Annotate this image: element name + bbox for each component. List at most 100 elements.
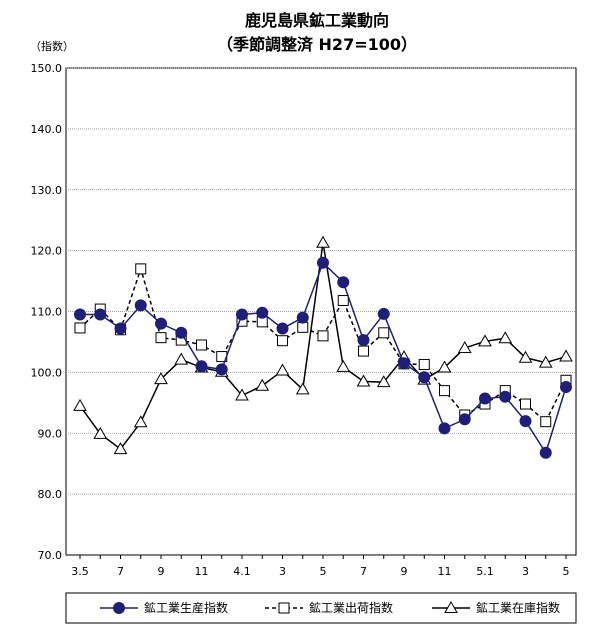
data-point — [478, 334, 492, 347]
y-tick-label: 120.0 — [31, 245, 63, 258]
series-1 — [74, 256, 572, 459]
x-axis: 3.5 7 9 11 4.1 3 5 7 9 11 5.1 3 5 — [71, 555, 570, 578]
data-point — [134, 299, 147, 312]
x-tick-label: 11 — [438, 565, 452, 578]
data-point — [297, 321, 309, 333]
data-point — [498, 331, 513, 344]
data-point — [275, 363, 290, 376]
y-tick-label: 110.0 — [31, 306, 63, 319]
gridlines — [65, 67, 577, 556]
y-axis-label: （指数） — [30, 39, 74, 53]
data-point — [337, 276, 350, 289]
data-point — [540, 416, 552, 428]
legend-marker — [113, 602, 125, 614]
data-point — [358, 345, 369, 357]
data-point — [519, 415, 532, 428]
data-point — [479, 392, 491, 405]
x-tick-label: 9 — [401, 565, 408, 578]
data-point — [458, 413, 471, 426]
y-tick-label: 150.0 — [31, 62, 63, 75]
legend-marker — [278, 602, 290, 614]
y-axis: 70.0 80.0 90.0 100.0 110.0 120.0 130.0 140.0 150… — [31, 62, 63, 562]
data-point — [439, 385, 450, 397]
data-point — [93, 426, 108, 439]
data-point — [418, 371, 431, 384]
data-point — [277, 335, 288, 347]
data-point — [520, 398, 531, 410]
y-tick-label: 70.0 — [38, 549, 63, 562]
data-point — [336, 359, 351, 372]
legend-label: 鉱工業出荷指数 — [309, 600, 393, 615]
data-point — [114, 322, 127, 335]
data-point — [255, 378, 270, 391]
data-point — [377, 307, 390, 320]
data-point — [74, 308, 86, 321]
data-point — [73, 398, 87, 411]
data-point — [438, 422, 451, 435]
data-point — [94, 308, 107, 321]
x-tick-label: 3 — [522, 565, 529, 578]
x-tick-label: 9 — [158, 565, 165, 578]
data-point — [155, 317, 167, 330]
y-tick-label: 80.0 — [38, 488, 63, 501]
data-point — [256, 306, 269, 319]
data-point — [135, 263, 147, 275]
data-point — [539, 446, 552, 459]
data-point — [538, 355, 553, 368]
data-point — [155, 332, 167, 344]
series-line — [79, 266, 567, 423]
chart-subtitle: （季節調整済 H27=100） — [217, 35, 417, 54]
legend-marker — [444, 600, 458, 613]
legend: 鉱工業生産指数 鉱工業出荷指数 鉱工業在庫指数 — [65, 592, 577, 624]
data-point — [74, 322, 86, 334]
data-point — [235, 388, 249, 401]
x-tick-label: 7 — [360, 565, 367, 578]
data-point — [376, 375, 391, 388]
y-tick-label: 90.0 — [38, 427, 63, 440]
y-tick-label: 130.0 — [31, 184, 63, 197]
data-point — [296, 311, 309, 324]
x-tick-label: 4.1 — [233, 565, 251, 578]
data-point — [215, 363, 228, 376]
data-point — [560, 380, 572, 393]
y-tick-label: 140.0 — [31, 123, 63, 136]
data-point — [236, 308, 248, 321]
data-point — [457, 341, 472, 354]
x-tick-label: 5 — [563, 565, 570, 578]
data-point — [196, 339, 207, 351]
data-point — [398, 357, 410, 370]
x-tick-label: 3 — [279, 565, 286, 578]
data-point — [175, 326, 188, 339]
x-tick-label: 3.5 — [71, 565, 89, 578]
data-point — [499, 390, 512, 403]
legend-item-3: 鉱工業在庫指数 — [432, 600, 560, 615]
legend-label: 鉱工業在庫指数 — [476, 600, 560, 615]
data-point — [437, 360, 452, 373]
x-tick-label: 7 — [117, 565, 124, 578]
data-point — [317, 256, 329, 269]
legend-box — [65, 592, 577, 624]
data-point — [418, 358, 430, 370]
data-point — [276, 322, 289, 335]
data-point — [357, 334, 370, 347]
data-point — [295, 382, 310, 395]
x-tick-label: 11 — [195, 565, 209, 578]
series-line — [79, 242, 567, 451]
legend-item-1: 鉱工業生産指数 — [100, 600, 228, 615]
x-tick-label: 5 — [320, 565, 327, 578]
data-point — [174, 352, 189, 365]
data-point — [378, 327, 390, 339]
chart-title: 鹿児島県鉱工業動向 — [245, 11, 389, 30]
data-point — [559, 349, 573, 362]
legend-label: 鉱工業生産指数 — [144, 600, 228, 615]
data-point — [337, 295, 349, 307]
data-point — [356, 374, 371, 387]
x-tick-label: 5.1 — [476, 565, 494, 578]
data-point — [113, 442, 128, 455]
data-point — [154, 372, 168, 385]
data-point — [133, 415, 148, 428]
data-point — [316, 235, 330, 248]
series-layer — [73, 235, 573, 459]
